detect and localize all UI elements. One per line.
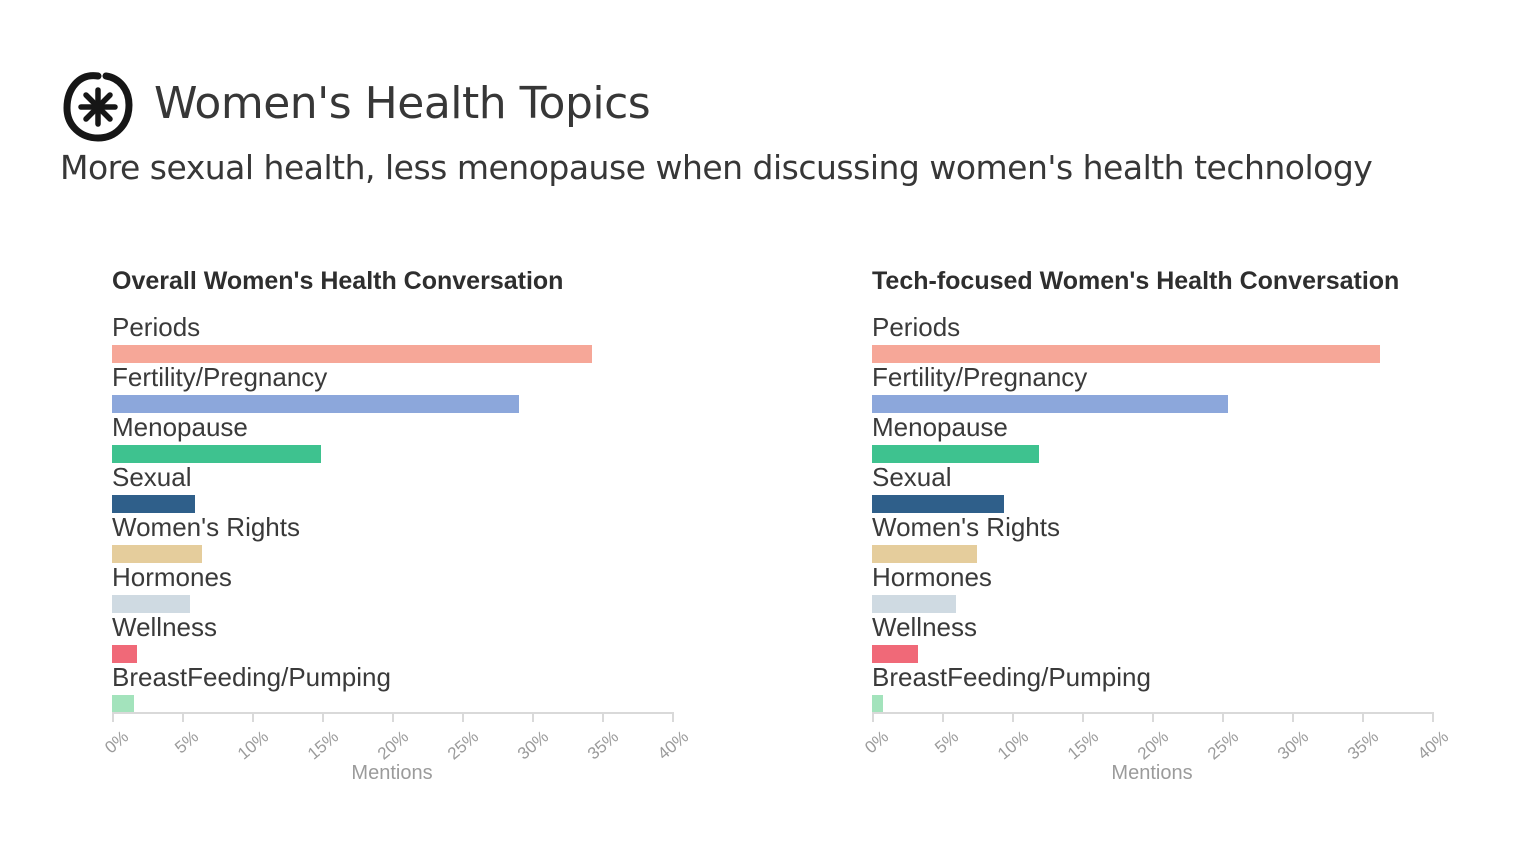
bar-row: Women's Rights xyxy=(112,512,712,563)
axis-tick xyxy=(942,712,944,722)
axis-tick xyxy=(1082,712,1084,722)
axis-tick xyxy=(1222,712,1224,722)
axis-tick xyxy=(182,712,184,722)
x-axis: Mentions 0% 5% 10% 15% 20% 25% 30% 35% 40% xyxy=(861,712,1472,802)
axis-tick xyxy=(1152,712,1154,722)
bar xyxy=(872,345,1381,363)
bar xyxy=(112,345,593,363)
bar-row: Women's Rights xyxy=(872,512,1472,563)
bar xyxy=(872,395,1228,413)
axis-tick xyxy=(1362,712,1364,722)
bar xyxy=(872,695,884,713)
bar xyxy=(872,495,1004,513)
bar-label: Hormones xyxy=(872,562,992,592)
bar-row: Hormones xyxy=(112,562,712,613)
bar xyxy=(872,545,977,563)
bar-row: Periods xyxy=(872,312,1472,363)
axis-tick xyxy=(532,712,534,722)
bar-row: Menopause xyxy=(872,412,1472,463)
bar-label: Sexual xyxy=(872,462,952,492)
axis-tick xyxy=(672,712,674,722)
bar-label: BreastFeeding/Pumping xyxy=(112,662,391,692)
axis-tick xyxy=(392,712,394,722)
bar-row: Hormones xyxy=(872,562,1472,613)
bar-label: Wellness xyxy=(112,612,218,642)
bar-label: Menopause xyxy=(112,412,248,442)
bar-label: Hormones xyxy=(112,562,232,592)
bar xyxy=(112,545,202,563)
axis-tick xyxy=(252,712,254,722)
bar-row: BreastFeeding/Pumping xyxy=(872,662,1472,713)
bar-label: Women's Rights xyxy=(112,512,300,542)
axis-tick xyxy=(602,712,604,722)
axis-tick xyxy=(1292,712,1294,722)
axis-tick xyxy=(1012,712,1014,722)
axis-tick xyxy=(872,712,874,722)
bar-label: Periods xyxy=(872,312,961,342)
bar-row: BreastFeeding/Pumping xyxy=(112,662,712,713)
x-axis: Mentions 0% 5% 10% 15% 20% 25% 30% 35% 40% xyxy=(101,712,712,802)
bar-label: Women's Rights xyxy=(872,512,1060,542)
page-subtitle: More sexual health, less menopause when … xyxy=(60,148,1373,187)
bar-label: Fertility/Pregnancy xyxy=(872,362,1088,392)
axis-tick xyxy=(112,712,114,722)
axis-tick xyxy=(1432,712,1434,722)
bar-label: Wellness xyxy=(872,612,978,642)
bar-row: Fertility/Pregnancy xyxy=(112,362,712,413)
page-title: Women's Health Topics xyxy=(154,78,651,129)
bar-row: Wellness xyxy=(112,612,712,663)
chart-title-overall: Overall Women's Health Conversation xyxy=(112,267,564,295)
bar xyxy=(112,595,191,613)
bar xyxy=(872,595,956,613)
axis-caption: Mentions xyxy=(351,762,433,784)
bar xyxy=(112,445,321,463)
bar xyxy=(872,445,1039,463)
bar-label: Periods xyxy=(112,312,201,342)
axis-caption: Mentions xyxy=(1111,762,1193,784)
bar-row: Sexual xyxy=(872,462,1472,513)
chart-overall: Overall Women's Health Conversation Peri… xyxy=(101,266,712,802)
chart-tech: Tech-focused Women's Health Conversation… xyxy=(861,266,1472,802)
bar-label: Menopause xyxy=(872,412,1008,442)
bar-row: Sexual xyxy=(112,462,712,513)
axis-tick xyxy=(322,712,324,722)
bar xyxy=(112,495,195,513)
bar-rows: Periods Fertility/Pregnancy Menopause Sexua… xyxy=(112,312,712,713)
bar-row: Wellness xyxy=(872,612,1472,663)
bar xyxy=(872,645,919,663)
bar-label: Fertility/Pregnancy xyxy=(112,362,328,392)
asterisk-logo-icon xyxy=(63,72,133,142)
bar-label: BreastFeeding/Pumping xyxy=(872,662,1151,692)
bar-row: Periods xyxy=(112,312,712,363)
bar xyxy=(112,645,138,663)
bar xyxy=(112,395,520,413)
bar xyxy=(112,695,135,713)
bar-label: Sexual xyxy=(112,462,192,492)
bar-row: Fertility/Pregnancy xyxy=(872,362,1472,413)
chart-title-tech: Tech-focused Women's Health Conversation xyxy=(872,267,1400,295)
bar-row: Menopause xyxy=(112,412,712,463)
bar-rows: Periods Fertility/Pregnancy Menopause Sexua… xyxy=(872,312,1472,713)
axis-tick xyxy=(462,712,464,722)
